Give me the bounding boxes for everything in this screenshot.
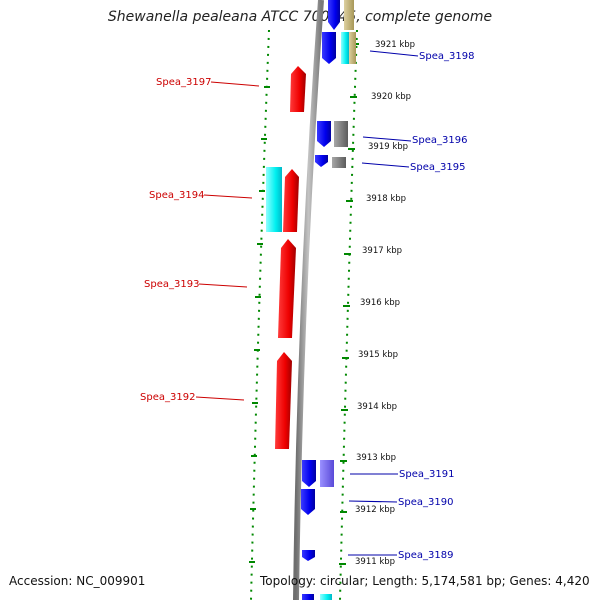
kbp-label: 3920 kbp xyxy=(371,92,411,102)
gene-3198-lower-arrow xyxy=(322,32,336,64)
gene-spea-3191-arrow xyxy=(302,460,316,487)
gene-label-spea-3191[interactable]: Spea_3191 xyxy=(399,469,454,480)
kbp-scale-labels: 3921 kbp 3920 kbp 3919 kbp 3918 kbp 3917… xyxy=(355,40,415,567)
gene-spea-3197-arrow xyxy=(290,66,306,112)
feature-khaki-top xyxy=(344,0,354,30)
right-tick-marks xyxy=(339,43,359,565)
genome-title: Shewanella pealeana ATCC 700345, complet… xyxy=(107,9,493,25)
gene-label-spea-3198[interactable]: Spea_3198 xyxy=(419,51,474,62)
left-tick-marks xyxy=(249,86,270,563)
gene-spea-3194-arrow xyxy=(283,169,299,232)
kbp-label: 3911 kbp xyxy=(355,557,395,567)
feature-slate-3191 xyxy=(320,460,334,487)
gene-label-spea-3192[interactable]: Spea_3192 xyxy=(140,392,195,403)
feature-blue-bottom xyxy=(302,594,314,600)
kbp-label: 3915 kbp xyxy=(358,350,398,360)
kbp-label: 3914 kbp xyxy=(357,402,397,412)
gene-spea-3195-arrow xyxy=(315,155,328,167)
kbp-label: 3919 kbp xyxy=(368,142,408,152)
forward-strand-features xyxy=(301,0,356,600)
genome-summary-label: Topology: circular; Length: 5,174,581 bp… xyxy=(260,574,590,588)
feature-gray-3195 xyxy=(332,157,346,168)
gene-label-spea-3196[interactable]: Spea_3196 xyxy=(412,135,467,146)
kbp-label: 3918 kbp xyxy=(366,194,406,204)
gene-spea-3189-arrow xyxy=(302,550,315,561)
gene-label-spea-3189[interactable]: Spea_3189 xyxy=(398,550,453,561)
feature-cyan-3198 xyxy=(341,32,349,64)
gene-label-spea-3193[interactable]: Spea_3193 xyxy=(144,279,199,290)
gene-spea-3192-arrow xyxy=(275,352,292,449)
gene-spea-3198-arrow xyxy=(328,0,340,30)
genome-backbone xyxy=(293,0,324,600)
gene-spea-3190-arrow xyxy=(301,489,315,515)
outer-left-dotted-arc xyxy=(250,29,270,600)
feature-gray-3196 xyxy=(334,121,348,147)
label-leader-lines xyxy=(195,50,419,556)
gene-label-spea-3194[interactable]: Spea_3194 xyxy=(149,190,204,201)
gene-label-spea-3195[interactable]: Spea_3195 xyxy=(410,162,465,173)
gene-label-spea-3197[interactable]: Spea_3197 xyxy=(156,77,211,88)
kbp-label: 3921 kbp xyxy=(375,40,415,50)
gene-label-spea-3190[interactable]: Spea_3190 xyxy=(398,497,453,508)
gene-spea-3193-arrow xyxy=(278,239,296,338)
feature-khaki-3198 xyxy=(349,32,356,64)
kbp-label: 3912 kbp xyxy=(355,505,395,515)
kbp-label: 3913 kbp xyxy=(356,453,396,463)
kbp-label: 3916 kbp xyxy=(360,298,400,308)
feature-cyan-bottom xyxy=(320,594,332,600)
kbp-label: 3917 kbp xyxy=(362,246,402,256)
gene-spea-3196-arrow xyxy=(317,121,331,147)
gene-name-labels: Spea_3197 Spea_3194 Spea_3193 Spea_3192 … xyxy=(140,51,474,561)
feature-cyan-3194 xyxy=(266,167,282,232)
accession-label: Accession: NC_009901 xyxy=(9,574,146,588)
reverse-strand-features xyxy=(266,66,306,449)
